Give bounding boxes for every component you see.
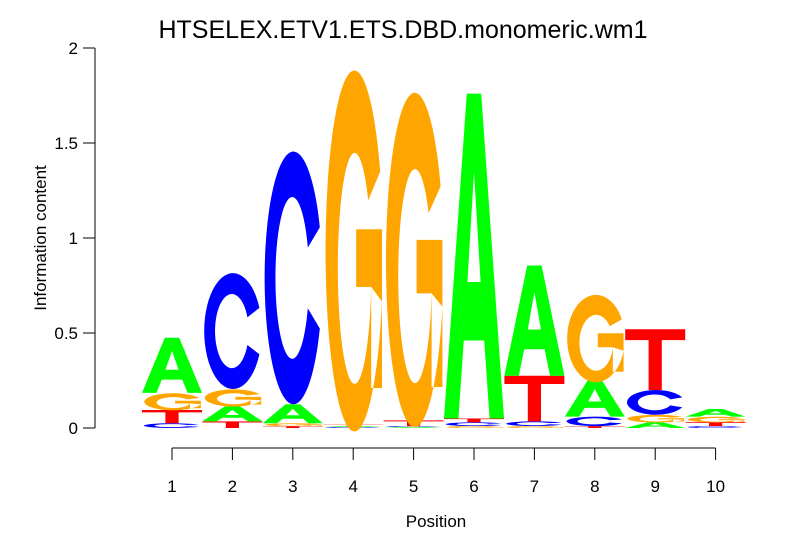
letter-G — [265, 423, 322, 427]
letter-A — [504, 265, 565, 376]
y-tick-label: 2 — [69, 39, 78, 58]
letter-A — [142, 337, 202, 393]
x-tick-label: 8 — [590, 477, 599, 496]
letter-A — [323, 426, 384, 428]
letter-A — [262, 404, 323, 424]
chart-title: HTSELEX.ETV1.ETS.DBD.monomeric.wm1 — [158, 16, 647, 44]
x-axis-label: Position — [406, 512, 466, 531]
letter-C — [204, 273, 260, 390]
letter-G — [204, 389, 262, 407]
letter-T — [625, 329, 686, 391]
x-tick-label: 5 — [409, 477, 418, 496]
x-tick-label: 4 — [348, 477, 357, 496]
letter-A — [444, 93, 504, 419]
x-tick-label: 6 — [469, 477, 478, 496]
letter-C — [264, 151, 320, 405]
letter-A — [202, 406, 263, 422]
letter-C — [445, 422, 501, 427]
letter-T — [504, 375, 565, 422]
letter-C — [506, 421, 562, 427]
x-tick-label: 1 — [167, 477, 176, 496]
x-tick-label: 2 — [228, 477, 237, 496]
letter-T — [444, 418, 504, 423]
letter-G — [446, 426, 503, 429]
letter-G — [144, 393, 201, 411]
letter-G — [627, 414, 684, 423]
letter-T — [685, 422, 746, 427]
letter-T — [564, 426, 625, 428]
letter-C — [325, 427, 381, 428]
letter-A — [685, 409, 746, 417]
y-axis: 0 0.5 1 1.5 2 — [54, 39, 96, 438]
letter-T — [142, 409, 202, 424]
letter-T — [202, 421, 263, 428]
y-tick-label: 0.5 — [54, 324, 78, 343]
letter-C — [143, 423, 199, 428]
x-tick-label: 9 — [650, 477, 659, 496]
letter-C — [627, 390, 683, 415]
x-tick-label: 7 — [530, 477, 539, 496]
letter-A — [625, 422, 686, 428]
letter-G — [385, 92, 443, 428]
logo-stacks — [142, 70, 746, 432]
x-axis: 1 2 3 4 5 6 7 8 9 10 — [167, 447, 725, 496]
letter-G — [687, 416, 745, 423]
letter-G — [506, 426, 564, 429]
letter-G — [567, 294, 624, 383]
letter-A — [564, 380, 625, 417]
x-tick-label: 3 — [288, 477, 297, 496]
letter-A — [383, 427, 444, 428]
y-tick-label: 0 — [69, 419, 78, 438]
letter-G — [325, 70, 382, 432]
y-axis-label: Information content — [31, 165, 50, 311]
letter-C — [385, 426, 441, 428]
x-tick-label: 10 — [706, 477, 725, 496]
letter-T — [262, 426, 323, 428]
y-tick-label: 1 — [69, 229, 78, 248]
y-tick-label: 1.5 — [54, 134, 78, 153]
letter-C — [566, 416, 622, 427]
letter-C — [687, 426, 743, 428]
